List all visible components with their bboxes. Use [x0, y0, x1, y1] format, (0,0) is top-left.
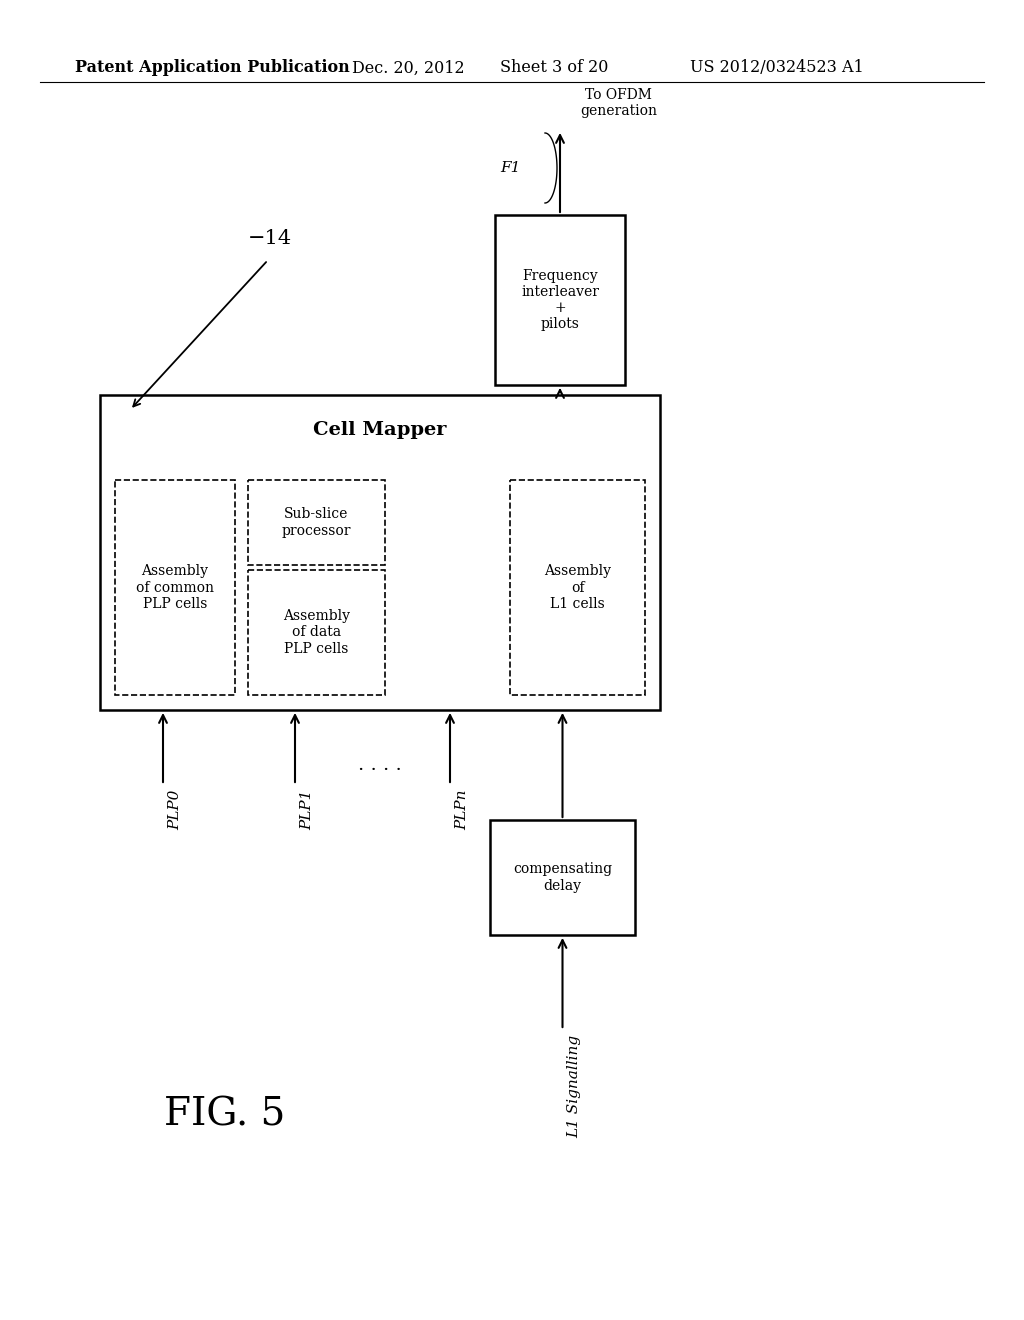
Bar [248, 570, 385, 696]
Text: compensating
delay: compensating delay [513, 862, 612, 892]
Text: Assembly
of
L1 cells: Assembly of L1 cells [544, 565, 611, 611]
Text: Dec. 20, 2012: Dec. 20, 2012 [352, 59, 465, 77]
Text: Sub-slice
processor: Sub-slice processor [282, 507, 351, 537]
Bar [510, 480, 645, 696]
Text: L1 Signalling: L1 Signalling [567, 1035, 582, 1138]
Text: Sheet 3 of 20: Sheet 3 of 20 [500, 59, 608, 77]
Text: Frequency
interleaver
+
pilots: Frequency interleaver + pilots [521, 269, 599, 331]
Text: Cell Mapper: Cell Mapper [313, 421, 446, 440]
Bar [495, 215, 625, 385]
Text: F1: F1 [500, 161, 520, 176]
Text: PLP0: PLP0 [168, 789, 182, 830]
Text: Patent Application Publication: Patent Application Publication [75, 59, 350, 77]
Text: −14: −14 [248, 228, 292, 248]
Text: . . . .: . . . . [358, 756, 401, 774]
Bar [100, 395, 660, 710]
Bar [115, 480, 234, 696]
Bar [490, 820, 635, 935]
Text: FIG. 5: FIG. 5 [164, 1097, 286, 1134]
Text: PLP1: PLP1 [300, 789, 314, 830]
Text: To OFDM
generation: To OFDM generation [580, 88, 657, 117]
Text: Assembly
of data
PLP cells: Assembly of data PLP cells [283, 610, 350, 656]
Text: Assembly
of common
PLP cells: Assembly of common PLP cells [136, 565, 214, 611]
Text: PLPn: PLPn [455, 789, 469, 830]
Bar [248, 480, 385, 565]
Text: US 2012/0324523 A1: US 2012/0324523 A1 [690, 59, 864, 77]
